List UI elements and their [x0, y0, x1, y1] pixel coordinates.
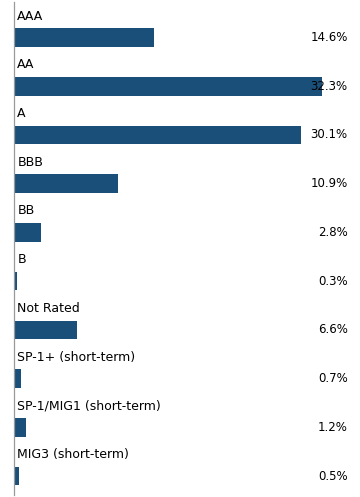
Bar	[14, 174, 118, 193]
Text: 32.3%: 32.3%	[311, 80, 348, 93]
Text: SP-1/MIG1 (short-term): SP-1/MIG1 (short-term)	[17, 400, 161, 413]
Text: AA: AA	[17, 58, 35, 72]
Bar	[14, 321, 77, 339]
Bar	[14, 77, 322, 95]
Text: BBB: BBB	[17, 156, 43, 169]
Text: 1.2%: 1.2%	[318, 421, 348, 434]
Text: 14.6%: 14.6%	[310, 31, 348, 44]
Bar	[14, 272, 17, 290]
Text: B: B	[17, 253, 26, 266]
Text: Not Rated: Not Rated	[17, 302, 80, 315]
Text: A: A	[17, 107, 26, 120]
Text: 10.9%: 10.9%	[310, 177, 348, 190]
Text: 0.5%: 0.5%	[318, 470, 348, 483]
Bar	[14, 467, 19, 485]
Bar	[14, 223, 41, 242]
Text: 0.3%: 0.3%	[318, 275, 348, 288]
Text: SP-1+ (short-term): SP-1+ (short-term)	[17, 351, 135, 364]
Bar	[14, 126, 301, 144]
Text: BB: BB	[17, 204, 35, 218]
Bar	[14, 369, 21, 388]
Bar	[14, 28, 154, 47]
Bar	[14, 418, 26, 436]
Text: AAA: AAA	[17, 9, 44, 23]
Text: 2.8%: 2.8%	[318, 226, 348, 239]
Text: 30.1%: 30.1%	[311, 129, 348, 142]
Text: 0.7%: 0.7%	[318, 372, 348, 385]
Text: MIG3 (short-term): MIG3 (short-term)	[17, 448, 129, 461]
Text: 6.6%: 6.6%	[318, 324, 348, 336]
